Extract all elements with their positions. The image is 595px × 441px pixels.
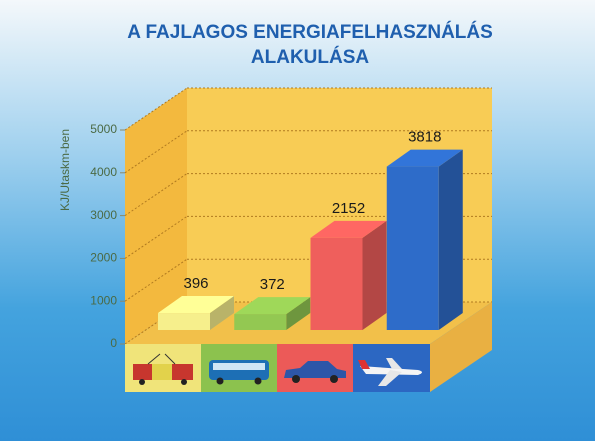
bar <box>386 166 439 330</box>
grid-line <box>124 87 188 131</box>
value-label: 396 <box>183 275 208 292</box>
category-icons <box>125 302 492 392</box>
value-label: 3818 <box>408 129 441 146</box>
y-axis-label: KJ/Utaskm-ben <box>58 129 72 211</box>
bar <box>310 237 363 330</box>
bar-side <box>438 149 463 330</box>
bar-side <box>210 296 234 330</box>
bars: 396 372 2152 3818 <box>158 129 463 330</box>
y-tick-label: 1000 <box>90 293 117 307</box>
plane-icon <box>358 358 422 386</box>
y-tick-label: 0 <box>110 336 117 350</box>
y-tick-label: 3000 <box>90 208 117 222</box>
side-wall <box>125 88 187 344</box>
bar <box>234 314 287 330</box>
bar-side <box>286 297 311 330</box>
car-icon <box>284 361 346 383</box>
base-side <box>430 302 492 392</box>
bar <box>158 313 210 330</box>
value-label: 2152 <box>332 200 365 217</box>
grid-line <box>124 130 188 174</box>
y-tick-label: 5000 <box>90 122 117 136</box>
tram-icon <box>133 353 193 385</box>
bar-top <box>158 296 234 314</box>
grid-line <box>124 301 188 345</box>
chart-title: A FAJLAGOS ENERGIAFELHASZNÁLÁS <box>127 21 493 43</box>
y-tick-label: 2000 <box>90 251 117 265</box>
grid-line <box>124 258 188 302</box>
bar-top <box>386 149 463 167</box>
value-label: 372 <box>260 276 285 293</box>
bar-side <box>362 220 387 330</box>
grid-line <box>124 173 188 217</box>
chart-subtitle: ALAKULÁSA <box>251 46 369 68</box>
bar-top <box>234 297 311 315</box>
bus-icon <box>209 360 269 385</box>
y-tick-label: 4000 <box>90 165 117 179</box>
grid-line <box>124 215 188 259</box>
bar-top <box>310 220 387 238</box>
